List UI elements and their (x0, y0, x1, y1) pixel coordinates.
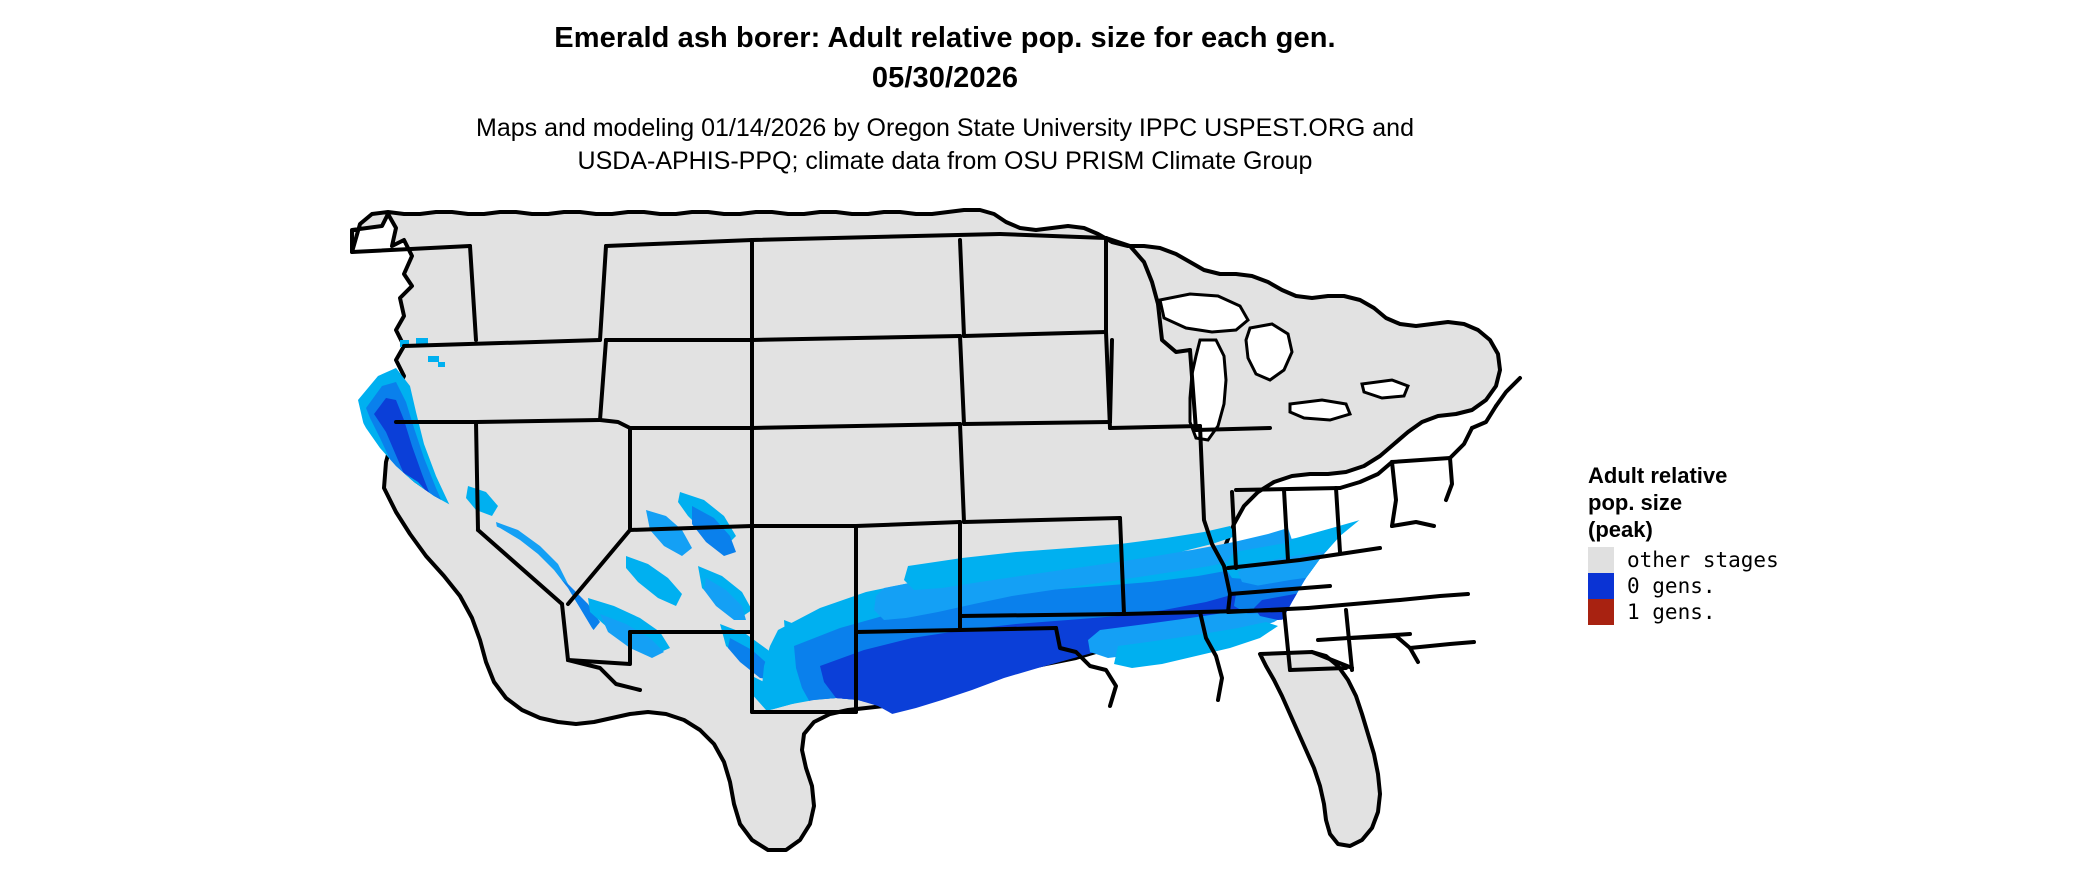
legend-swatch-1-gens (1588, 599, 1614, 625)
legend-label-1-gens: 1 gens. (1627, 600, 1716, 624)
legend-item-1-gens: 1 gens. (1588, 599, 1888, 625)
legend-label-0-gens: 0 gens. (1627, 574, 1716, 598)
us-choropleth-map (300, 200, 1600, 880)
page-subtitle: Maps and modeling 01/14/2026 by Oregon S… (476, 114, 1414, 175)
legend-title: Adult relative pop. size (peak) (1588, 463, 1728, 542)
map-figure (300, 200, 1600, 880)
page-title: Emerald ash borer: Adult relative pop. s… (554, 22, 1336, 94)
florida-peninsula (1258, 650, 1382, 848)
title-block: Emerald ash borer: Adult relative pop. s… (0, 18, 1890, 98)
state-borders-layer (350, 232, 1522, 714)
legend-swatch-0-gens (1588, 573, 1614, 599)
lake-ontario (1360, 378, 1410, 400)
legend-label-other-stages: other stages (1627, 548, 1779, 572)
legend-item-0-gens: 0 gens. (1588, 573, 1888, 599)
shade-washington-specks (400, 338, 445, 367)
lake-superior (1158, 292, 1250, 334)
lake-huron (1244, 322, 1294, 382)
legend-swatch-other-stages (1588, 547, 1614, 573)
shade-southern-plains-band (762, 520, 1372, 716)
map-legend: Adult relative pop. size (peak) other st… (1588, 462, 1888, 625)
legend-item-other-stages: other stages (1588, 547, 1888, 573)
lake-erie (1288, 398, 1353, 422)
